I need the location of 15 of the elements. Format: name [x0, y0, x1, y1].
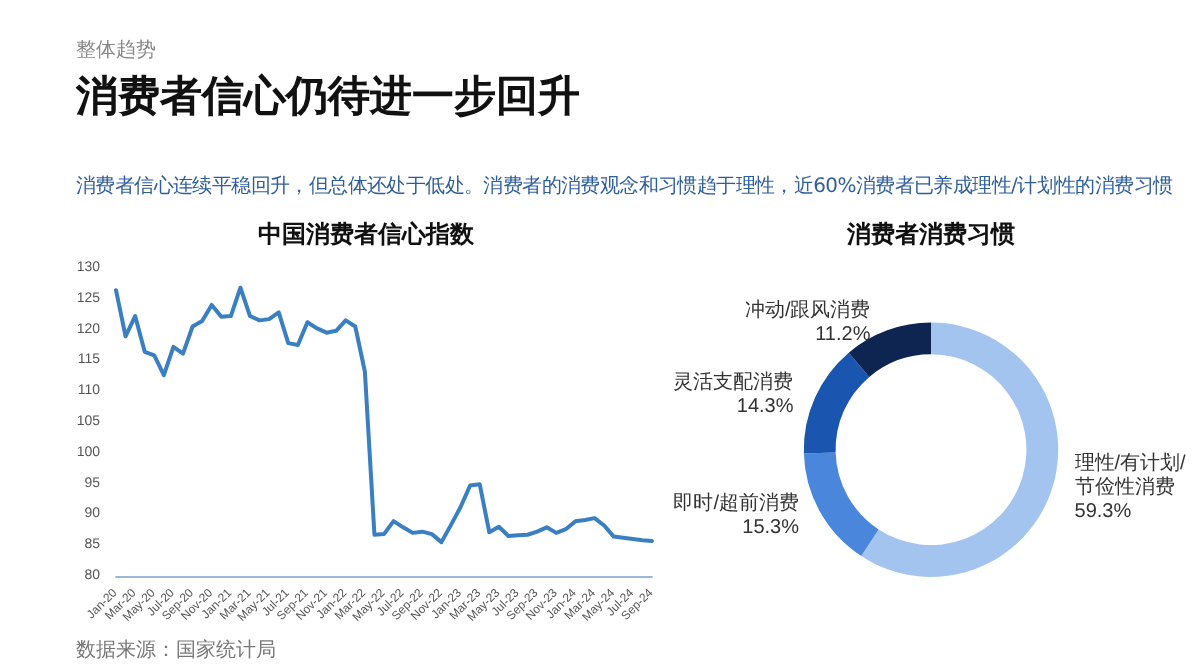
source-note: 数据来源：国家统计局: [76, 637, 276, 664]
data-label: 11.2%: [815, 323, 871, 346]
data-label: 14.3%: [736, 395, 794, 418]
slice-label: 理性/有计划/节俭性消费: [1074, 451, 1187, 500]
data-label: 59.3%: [1074, 501, 1132, 524]
text: 消费者信心连续平稳回升，但总体还处于低处。消费者的消费观念和习惯趋于理性，近60%消费者已养成理性/计划性的消费习惯: [76, 173, 1175, 200]
chart-title: 消费者消费习惯: [845, 220, 1015, 248]
text: 整体趋势: [76, 37, 156, 64]
slice-label: 灵活支配消费: [673, 369, 794, 394]
slice-label: 冲动/跟风消费: [744, 297, 871, 322]
chart-title: 中国消费者信心指数: [258, 220, 476, 248]
data-label: 15.3%: [742, 516, 800, 539]
slice-label: 即时/超前消费: [673, 490, 799, 515]
text: 消费者信心仍待进一步回升: [76, 70, 580, 124]
line-series: [114, 285, 654, 545]
